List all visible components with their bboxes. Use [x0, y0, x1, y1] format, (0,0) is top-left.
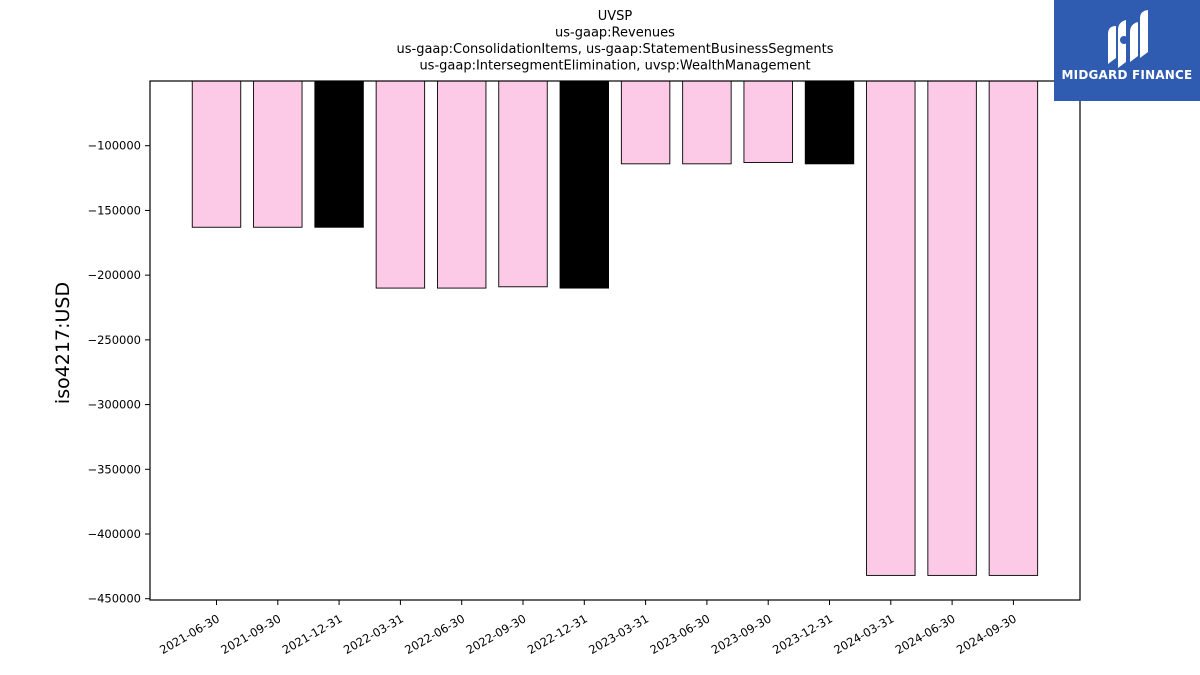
chart-title-line: us-gaap:Revenues: [555, 26, 675, 41]
chart-title-line: us-gaap:IntersegmentElimination, uvsp:We…: [419, 59, 810, 74]
bar-2023-03-31: [620, 80, 671, 165]
bar-2022-12-31: [559, 80, 609, 289]
x-tick-label: 2024-09-30: [954, 611, 1019, 657]
midgard-finance-logo: MIDGARD FINANCE: [1054, 0, 1200, 101]
y-tick-label: −350000: [87, 462, 141, 476]
bar-2023-09-30: [743, 80, 793, 163]
logo-text: MIDGARD FINANCE: [1061, 68, 1193, 82]
midgard-logo-icon: [1108, 10, 1148, 68]
x-tick-label: 2022-06-30: [402, 611, 467, 657]
bar-2022-09-30: [498, 80, 548, 288]
chart-title-line: UVSP: [598, 9, 633, 24]
x-tick-label: 2021-12-31: [280, 611, 345, 657]
bar-2023-12-31: [804, 80, 855, 165]
x-tick-label: 2023-09-30: [709, 611, 774, 657]
x-tick-label: 2024-03-31: [831, 611, 896, 657]
x-tick-label: 2021-06-30: [157, 611, 222, 657]
bar-2022-06-30: [437, 80, 487, 289]
x-tick-label: 2022-12-31: [525, 611, 590, 657]
bar-2021-12-31: [314, 80, 364, 228]
bar-2023-06-30: [682, 80, 732, 165]
x-tick-label: 2021-09-30: [218, 611, 283, 657]
y-tick-label: −300000: [87, 398, 141, 412]
y-tick-label: −450000: [87, 592, 141, 606]
x-tick-label: 2022-03-31: [341, 611, 406, 657]
x-tick-label: 2023-06-30: [648, 611, 713, 657]
x-tick-label: 2023-12-31: [770, 611, 835, 657]
bar-2024-09-30: [988, 80, 1039, 576]
bar-2022-03-31: [375, 80, 426, 289]
y-tick-label: −200000: [87, 268, 141, 282]
bars-group: [191, 80, 1039, 576]
chart-title-line: us-gaap:ConsolidationItems, us-gaap:Stat…: [396, 42, 833, 57]
y-axis: −100000 −150000 −200000 −250000 −300000 −3500…: [87, 139, 150, 606]
bar-2021-09-30: [253, 80, 303, 228]
y-tick-label: −400000: [87, 527, 141, 541]
bar-2021-06-30: [191, 80, 242, 228]
chart-title: UVSP us-gaap:Revenuesus-gaap:Consolidatio…: [396, 9, 833, 74]
y-tick-label: −100000: [87, 139, 141, 153]
y-tick-label: −150000: [87, 203, 141, 217]
x-tick-label: 2022-09-30: [464, 611, 529, 657]
bar-2024-03-31: [866, 80, 916, 576]
y-axis-label: iso4217:USD: [52, 282, 74, 404]
bar-2024-06-30: [927, 80, 977, 576]
x-tick-label: 2024-06-30: [893, 611, 958, 657]
y-tick-label: −250000: [87, 333, 141, 347]
x-axis: 2021-06-302021-09-302021-12-312022-03-31…: [157, 600, 1019, 657]
plot-frame: [149, 80, 1081, 601]
x-tick-label: 2023-03-31: [586, 611, 651, 657]
